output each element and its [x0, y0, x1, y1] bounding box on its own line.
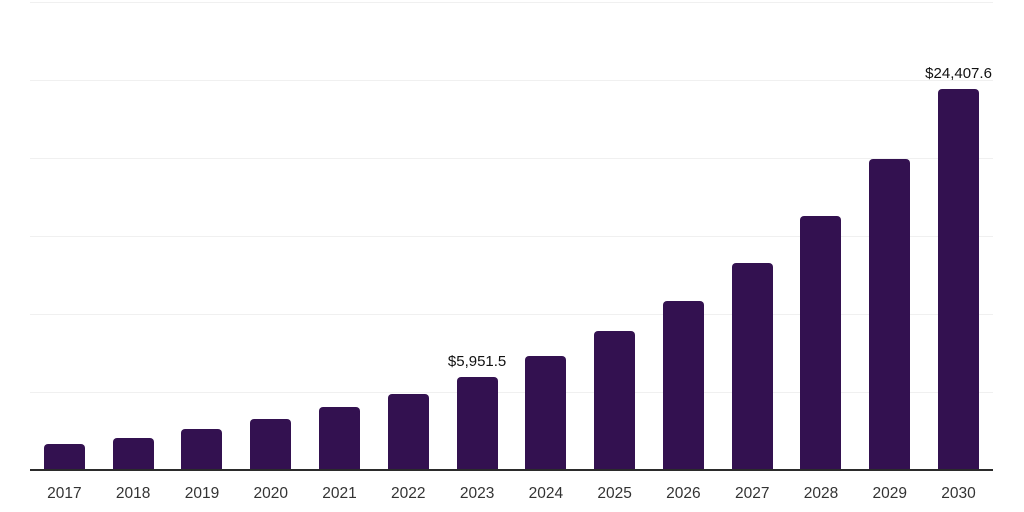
- bar-2027: [731, 263, 773, 470]
- gridline: [30, 392, 993, 393]
- bar-slot-2022: [374, 2, 443, 470]
- x-axis-label-2020: 2020: [253, 485, 288, 502]
- bar-slot-2018: [99, 2, 168, 470]
- x-axis-line: [30, 469, 993, 471]
- gridline: [30, 314, 993, 315]
- bars-group: $5,951.5 $24,407.6: [30, 2, 993, 470]
- x-axis-label-2023: 2023: [459, 485, 495, 502]
- bar-value-label-2030: $24,407.6: [925, 65, 992, 83]
- x-axis-label-2018: 2018: [115, 485, 151, 502]
- x-axis-label-2030: 2030: [941, 485, 976, 502]
- gridline: [30, 236, 993, 237]
- x-axis-label-2027: 2027: [734, 485, 770, 502]
- x-axis-label-2022: 2022: [391, 485, 426, 502]
- bar-2018: [112, 437, 154, 470]
- bar-slot-2023: $5,951.5: [443, 2, 512, 470]
- gridline: [30, 158, 993, 159]
- bar-slot-2021: [305, 2, 374, 470]
- bar-2022: [387, 393, 429, 470]
- bar-2030: [938, 89, 980, 470]
- bar-2017: [43, 444, 85, 470]
- gridline: [30, 80, 993, 81]
- bar-2021: [319, 407, 361, 470]
- bar-slot-2019: [168, 2, 237, 470]
- bar-2029: [869, 159, 911, 470]
- x-axis-label-2024: 2024: [528, 485, 564, 502]
- bar-slot-2030: $24,407.6: [924, 2, 993, 470]
- bar-slot-2025: [580, 2, 649, 470]
- x-axis-label-2029: 2029: [872, 485, 907, 502]
- bar-2019: [181, 428, 223, 470]
- bar-2026: [662, 301, 704, 470]
- plot-area: $5,951.5 $24,407.6: [30, 2, 993, 471]
- gridline: [30, 2, 993, 3]
- x-axis-label-2026: 2026: [666, 485, 701, 502]
- bar-2024: [525, 356, 567, 470]
- x-axis-label-2028: 2028: [803, 485, 839, 502]
- bar-2020: [250, 419, 292, 470]
- x-axis-label-2021: 2021: [322, 485, 357, 502]
- bar-value-label-2023: $5,951.5: [447, 353, 507, 371]
- bar-2025: [594, 331, 636, 470]
- bar-slot-2029: [855, 2, 924, 470]
- bar-slot-2026: [649, 2, 718, 470]
- bar-slot-2028: [787, 2, 856, 470]
- x-axis-label-2025: 2025: [597, 485, 632, 502]
- x-axis-label-2019: 2019: [184, 485, 220, 502]
- bar-slot-2027: [718, 2, 787, 470]
- x-axis-label-2017: 2017: [47, 485, 82, 502]
- bar-2028: [800, 215, 842, 470]
- bar-2023: [456, 377, 498, 470]
- bar-slot-2024: [511, 2, 580, 470]
- bar-slot-2020: [236, 2, 305, 470]
- bar-slot-2017: [30, 2, 99, 470]
- x-axis-tick-labels: 2017 2018 2019 2020 2021 2022 2023 2024 2025 2026…: [30, 485, 993, 503]
